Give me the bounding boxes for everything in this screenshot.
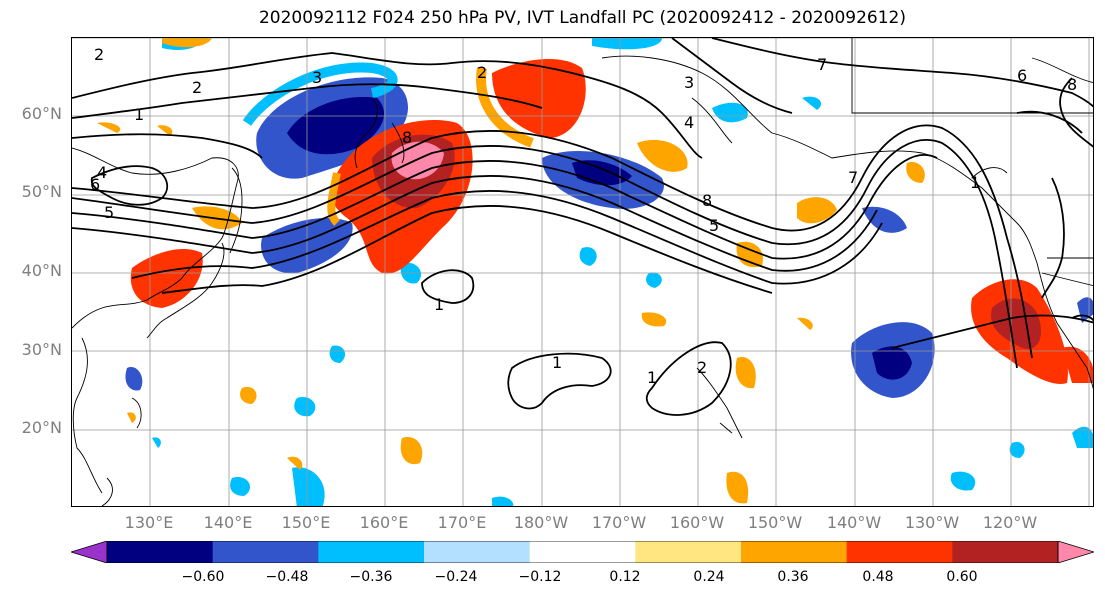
- colorbar-segment: [107, 541, 214, 563]
- pv-anomaly-shading: [125, 38, 1093, 506]
- lon-label-160w: 160°W: [669, 513, 725, 532]
- lon-label-120w: 120°W: [982, 513, 1038, 532]
- colorbar-extend-max: [1057, 541, 1094, 563]
- contour-label: 7: [848, 168, 858, 187]
- lon-label-180w: 180°W: [513, 513, 569, 532]
- contour-label: 7: [817, 55, 827, 74]
- lon-label-140e: 140°E: [203, 513, 253, 532]
- contour-label: 3: [684, 73, 694, 92]
- contour-label: 1: [134, 105, 144, 124]
- colorbar-tick: 0.48: [862, 569, 894, 585]
- colorbar-extend-min: [71, 541, 108, 563]
- lat-label-20n: 20°N: [21, 418, 62, 437]
- contour-label: 5: [104, 203, 114, 222]
- lat-label-60n: 60°N: [21, 104, 62, 123]
- contour-label: 6: [1017, 66, 1027, 85]
- lat-label-50n: 50°N: [21, 182, 62, 201]
- contour-label: 3: [312, 68, 322, 87]
- contour-label: 1: [647, 368, 657, 387]
- lon-label-160e: 160°E: [359, 513, 409, 532]
- contour-label: 5: [709, 216, 719, 235]
- contour-label: 4: [97, 163, 107, 182]
- colorbar-segment: [212, 541, 319, 563]
- contour-label: 1: [434, 295, 444, 314]
- map-panel: 2 3 7 2 1 4 6 5 3 2 8 4 1 8 5 7 6 8 1 1 …: [71, 37, 1094, 507]
- lon-label-150e: 150°E: [281, 513, 331, 532]
- lat-label-30n: 30°N: [21, 340, 62, 359]
- contour-label: 1: [552, 353, 562, 372]
- contour-label: 4: [684, 113, 694, 132]
- contour-labels: 2 3 7 2 1 4 6 5 3 2 8 4 1 8 5 7 6 8 1 1 …: [90, 45, 1077, 387]
- contour-label: 1: [970, 173, 980, 192]
- contour-label: 8: [402, 128, 412, 147]
- colorbar-tick: −0.12: [518, 569, 562, 585]
- colorbar-tick: 0.36: [777, 569, 809, 585]
- colorbar-tick: −0.60: [181, 569, 225, 585]
- contour-label: 2: [697, 358, 707, 377]
- colorbar-tick: 0.24: [693, 569, 725, 585]
- contour-label: 8: [1067, 75, 1077, 94]
- lat-label-40n: 40°N: [21, 261, 62, 280]
- colorbar-segment: [529, 541, 636, 563]
- contour-label: 2: [477, 63, 487, 82]
- colorbar-segment: [846, 541, 953, 563]
- colorbar-segment: [424, 541, 531, 563]
- colorbar-segment: [635, 541, 742, 563]
- colorbar-tick: 0.12: [609, 569, 641, 585]
- lon-label-130w: 130°W: [904, 513, 960, 532]
- colorbar-tick: −0.36: [349, 569, 393, 585]
- pv-contours: [72, 38, 1093, 416]
- lon-label-150w: 150°W: [747, 513, 803, 532]
- colorbar-segment: [741, 541, 848, 563]
- colorbar-segment: [318, 541, 425, 563]
- lon-label-170w: 170°W: [591, 513, 647, 532]
- contour-label: 6: [90, 175, 100, 194]
- contour-label: 2: [94, 45, 104, 64]
- contour-label: 2: [192, 78, 202, 97]
- lon-label-140w: 140°W: [826, 513, 882, 532]
- map-title: 2020092112 F024 250 hPa PV, IVT Landfall…: [258, 8, 906, 28]
- colorbar-segment: [952, 541, 1059, 563]
- colorbar-tick: 0.60: [946, 569, 978, 585]
- map-canvas: 2 3 7 2 1 4 6 5 3 2 8 4 1 8 5 7 6 8 1 1 …: [72, 38, 1093, 506]
- colorbar-tick: −0.48: [265, 569, 309, 585]
- lon-label-170e: 170°E: [437, 513, 487, 532]
- colorbar-tick: −0.24: [434, 569, 478, 585]
- contour-label: 8: [702, 191, 712, 210]
- colorbar-outline: [106, 541, 1059, 563]
- pv-positive-shading: [97, 38, 1093, 504]
- map-gridlines: [72, 38, 1093, 506]
- colorbar: [71, 541, 1094, 563]
- coastlines: [72, 38, 1093, 506]
- lon-label-130e: 130°E: [124, 513, 174, 532]
